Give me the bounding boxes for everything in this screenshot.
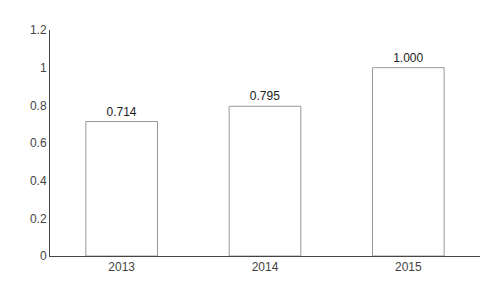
svg-text:0.2: 0.2 <box>30 212 47 226</box>
svg-text:0.714: 0.714 <box>106 105 136 119</box>
svg-text:0.8: 0.8 <box>30 99 47 113</box>
svg-text:1: 1 <box>40 61 47 75</box>
svg-text:0: 0 <box>40 249 47 263</box>
svg-text:0.6: 0.6 <box>30 136 47 150</box>
svg-text:0.4: 0.4 <box>30 174 47 188</box>
svg-text:2014: 2014 <box>252 260 279 274</box>
svg-text:0.795: 0.795 <box>250 89 280 103</box>
svg-text:2013: 2013 <box>108 260 135 274</box>
svg-text:2015: 2015 <box>395 260 422 274</box>
svg-text:1.2: 1.2 <box>30 23 47 37</box>
svg-text:1.000: 1.000 <box>393 51 423 65</box>
